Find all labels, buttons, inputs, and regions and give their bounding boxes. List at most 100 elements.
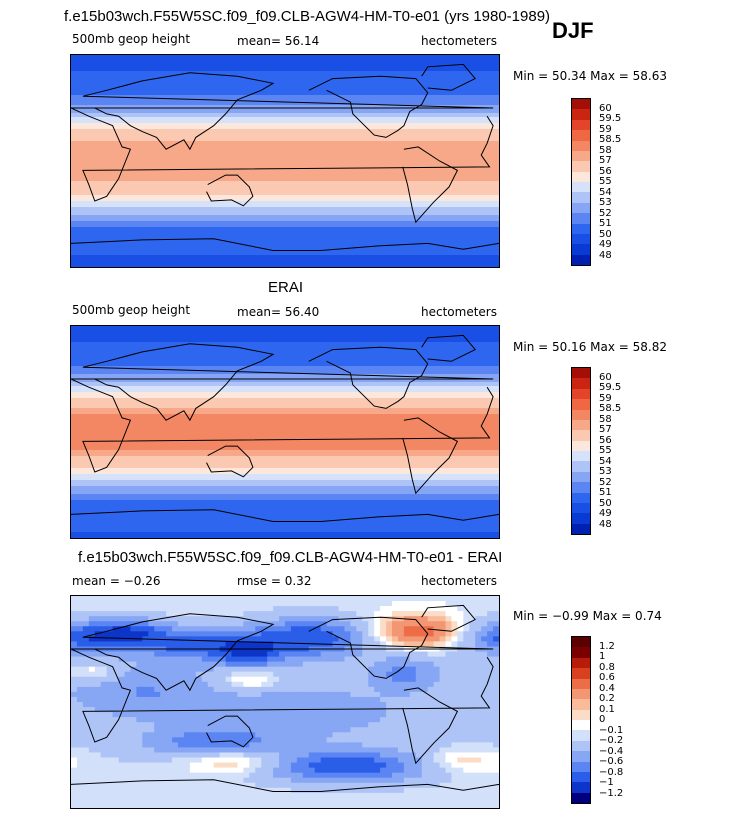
map3-cell [112, 757, 120, 764]
map3-cell [427, 727, 435, 733]
map3-cell [397, 696, 405, 703]
map3-cell [403, 601, 411, 607]
map3-cell [481, 727, 488, 733]
map3-cell [296, 691, 304, 698]
map3-cell [403, 691, 411, 698]
map3-cell [314, 717, 322, 723]
map3-cell [344, 767, 351, 774]
map3-cell [142, 631, 149, 637]
map3-cell [124, 616, 132, 622]
map3-cell [356, 747, 363, 754]
map3-cell [189, 661, 197, 668]
map3-cell [326, 772, 334, 779]
map3-cell [302, 661, 310, 668]
map3-cell [213, 651, 221, 658]
map3-cell [415, 752, 423, 759]
map3-cell [338, 656, 346, 663]
map3-cell [469, 717, 476, 723]
map3-cell [130, 722, 137, 728]
map3-cell [308, 661, 316, 668]
map2-band [71, 370, 499, 373]
map3-cell [308, 666, 316, 673]
map3-cell [201, 681, 209, 688]
map3-cell [403, 772, 411, 779]
map3-cell [71, 676, 78, 683]
map1-band [71, 229, 499, 232]
map3-cell [195, 782, 203, 789]
map3-cell [219, 777, 227, 784]
map3-cell [475, 626, 482, 632]
map3-cell [124, 666, 132, 673]
map3-cell [326, 777, 334, 784]
map3-cell [368, 691, 375, 698]
colorbar-swatch [572, 657, 590, 669]
map1-band [71, 55, 499, 58]
map3-cell [368, 616, 375, 622]
map3-cell [166, 747, 173, 754]
map3-cell [172, 651, 179, 658]
map3-cell [94, 727, 102, 733]
map3-cell [475, 691, 482, 698]
map3-cell [493, 616, 499, 622]
map3-cell [76, 601, 84, 607]
map3-cell [130, 787, 137, 794]
map3-cell [296, 616, 304, 622]
map3-cell [231, 787, 239, 794]
map3-cell [160, 742, 167, 749]
map3-cell [255, 722, 262, 728]
map3-cell [100, 712, 108, 718]
map3-cell [178, 702, 185, 708]
map3-cell [368, 757, 375, 764]
map3-cell [112, 772, 120, 779]
map3-cell [451, 717, 458, 723]
map3-cell [332, 696, 340, 703]
map3-cell [118, 737, 126, 743]
map3-cell [166, 792, 173, 799]
map3-cell [368, 712, 375, 718]
map3-cell [403, 802, 411, 808]
map3-cell [439, 702, 447, 708]
map3-cell [386, 767, 393, 774]
map3-cell [195, 717, 203, 723]
map3-cell [82, 641, 90, 648]
map3-cell [261, 772, 268, 779]
map3-cell [308, 596, 316, 602]
map3-cell [445, 772, 453, 779]
map3-cell [308, 671, 316, 678]
map3-cell [320, 666, 328, 673]
map3-cell [457, 772, 464, 779]
map3-cell [445, 616, 453, 622]
map3-cell [237, 681, 244, 688]
map3-cell [397, 671, 405, 678]
map3-cell [338, 772, 346, 779]
map1-band [71, 225, 499, 228]
map3-cell [172, 772, 179, 779]
map3-cell [320, 686, 328, 693]
map3-cell [320, 606, 328, 612]
map3-cell [273, 661, 280, 668]
map3-cell [368, 681, 375, 688]
map3-cell [487, 762, 494, 769]
map3-cell [481, 656, 488, 663]
map3-cell [225, 717, 233, 723]
map3-cell [178, 732, 185, 738]
map3-cell [362, 661, 369, 668]
map3-cell [225, 641, 233, 648]
map3-cell [415, 636, 423, 643]
map3-cell [403, 742, 411, 749]
map3-cell [433, 792, 441, 799]
map3-cell [124, 651, 132, 658]
map3-cell [243, 691, 250, 698]
map3-cell [166, 722, 173, 728]
map3-cell [314, 606, 322, 612]
map3-cell [415, 656, 423, 663]
map3-cell [350, 676, 357, 683]
map3-cell [362, 641, 369, 648]
map3-cell [148, 792, 155, 799]
map3-cell [433, 621, 441, 627]
map3-cell [249, 686, 256, 693]
map3-cell [255, 757, 262, 764]
map3-cell [94, 671, 102, 678]
map3-cell [166, 616, 173, 622]
map3-cell [124, 772, 132, 779]
